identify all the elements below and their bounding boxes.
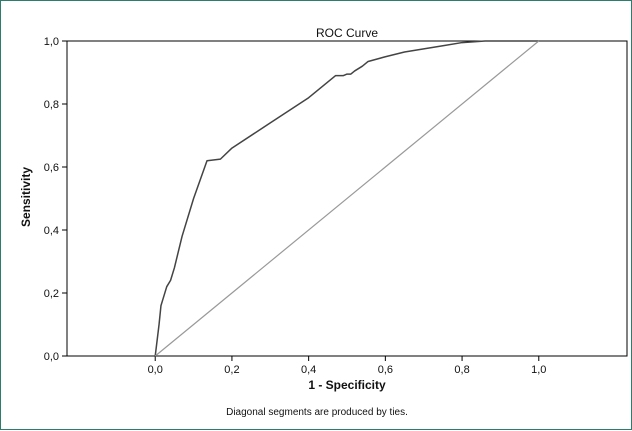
chart-footnote: Diagonal segments are produced by ties.	[226, 407, 408, 418]
y-tick-label: 0,4	[44, 225, 59, 237]
plot-area	[66, 40, 628, 357]
x-tick-label: 0,6	[378, 364, 393, 376]
x-tick-label: 0,8	[454, 364, 469, 376]
chart-title: ROC Curve	[316, 26, 378, 40]
x-tick-label: 0,0	[148, 364, 163, 376]
roc-curve-line	[154, 40, 539, 357]
y-axis-label: Sensitivity	[19, 167, 33, 227]
x-tick-label: 0,4	[301, 364, 316, 376]
series-group	[154, 40, 540, 357]
y-axis: 0,0 0,2 0,4 0,6 0,8 1,0	[44, 36, 67, 363]
x-tick-label: 0,2	[224, 364, 239, 376]
y-tick-label: 0,8	[44, 99, 59, 111]
y-tick-label: 0,2	[44, 288, 59, 300]
y-tick-label: 1,0	[44, 36, 59, 48]
x-tick-label: 1,0	[531, 364, 546, 376]
reference-diagonal-line	[154, 40, 540, 357]
y-tick-label: 0,0	[44, 351, 59, 363]
y-tick-label: 0,6	[44, 162, 59, 174]
x-axis: 0,0 0,2 0,4 0,6 0,8 1,0	[148, 356, 546, 376]
x-axis-label: 1 - Specificity	[308, 378, 386, 392]
